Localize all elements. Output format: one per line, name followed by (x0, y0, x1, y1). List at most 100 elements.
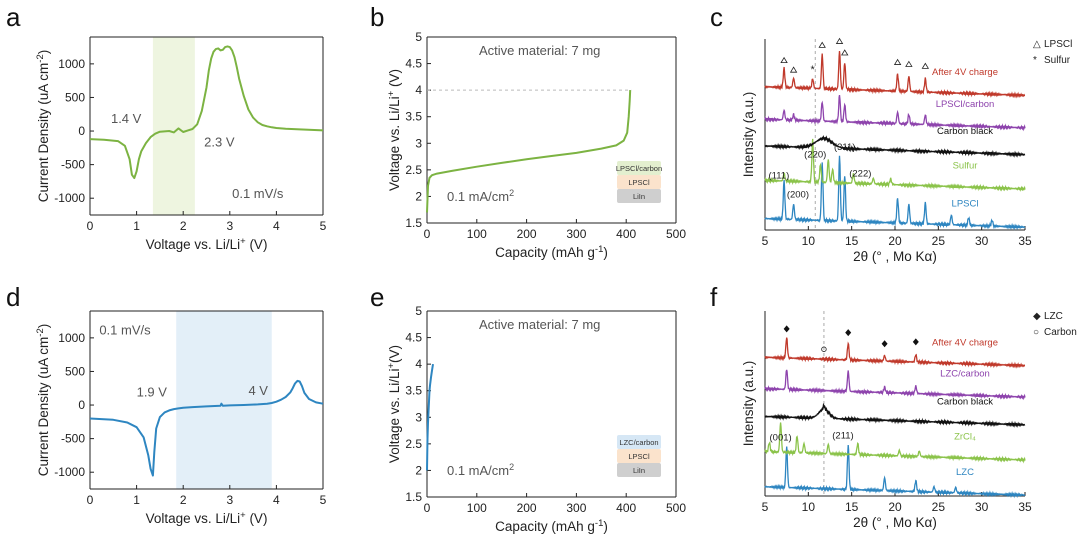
y-axis-label-sup: + (386, 363, 397, 369)
xrd-trace (764, 444, 1026, 499)
y-tick-label: 5 (415, 304, 422, 318)
y-axis-label-sup: -2 (35, 328, 46, 336)
cell-layer (617, 175, 661, 189)
y-tick-label: 500 (65, 364, 85, 378)
rate-label-main: 0.1 mA/cm (447, 463, 509, 478)
x-axis-label: Capacity (mAh g-1) (495, 244, 608, 260)
x-axis-label: 2θ (° , Mo Kα) (853, 249, 937, 264)
y-tick-label: 0 (78, 124, 85, 138)
y-tick-label: 1.5 (405, 490, 422, 504)
x-axis-label: Voltage vs. Li/Li+ (V) (146, 236, 268, 252)
panel-e: e 0 100 200 300 400 500 1.5 2 2.5 3 3.5 4 4.5 5 Capacit… (370, 282, 686, 534)
trace-label: LZC/carbon (940, 369, 990, 380)
x-tick-label: 0 (424, 227, 431, 241)
rate-label: 0.1 mA/cm2 (447, 462, 514, 478)
x-tick-label: 20 (888, 234, 902, 248)
y-tick-label: 3 (415, 410, 422, 424)
xrd-trace (764, 51, 1026, 99)
x-tick-label: 500 (666, 501, 686, 515)
lzc-marker (881, 340, 888, 348)
hkl-label: (211) (832, 431, 853, 442)
cell-layer-label: LiIn (633, 192, 645, 201)
x-axis-label-main: Voltage vs. Li/Li (146, 237, 241, 252)
x-axis-label-main: Capacity (mAh g (495, 245, 595, 260)
x-axis-label-sup: -1 (595, 244, 603, 255)
x-tick-label: 200 (517, 227, 537, 241)
shaded-region (176, 311, 272, 489)
y-tick-label: -1000 (54, 465, 85, 479)
rate-label-main: 0.1 mA/cm (447, 189, 509, 204)
x-tick-label: 5 (320, 493, 327, 507)
x-tick-label: 1 (133, 493, 140, 507)
y-tick-label: 4.5 (405, 331, 422, 345)
lzc-marker (845, 329, 852, 337)
trace-label: After 4V charge (932, 67, 998, 78)
legend-symbol: ◆ (1033, 311, 1041, 322)
x-tick-label: 4 (273, 219, 280, 233)
cell-layer (617, 161, 661, 175)
y-tick-label: 1000 (58, 57, 85, 71)
legend-label: LZC (1044, 311, 1063, 322)
sulfur-marker: * (811, 64, 816, 76)
trace-label: Sulfur (953, 160, 978, 171)
series-line (89, 45, 324, 180)
series-line (426, 90, 632, 213)
x-tick-label: 4 (273, 493, 280, 507)
xrd-trace (764, 155, 1026, 231)
legend-label: Sulfur (1044, 55, 1071, 66)
x-tick-label: 35 (1018, 500, 1032, 514)
y-axis-label: Current Density (uA cm-2) (35, 50, 51, 203)
xrd-trace (764, 94, 1026, 132)
lpscl-marker (841, 49, 849, 56)
panel-b: b 0 100 200 300 400 500 1.5 2 2.5 3 3.5 4 4.5 5 Capacit… (370, 2, 686, 260)
y-axis-label: Voltage vs. Li/Li+ (V) (386, 69, 402, 191)
annotation: 1.9 V (137, 384, 168, 399)
active-material-label: Active material: 7 mg (479, 317, 600, 332)
y-tick-label: 500 (65, 90, 85, 104)
rate-label-sup: 2 (509, 462, 514, 472)
annotation: 4 V (248, 383, 268, 398)
panel-label: b (370, 2, 384, 32)
hkl-label: (311) (834, 142, 855, 153)
y-tick-label: -500 (61, 432, 85, 446)
y-tick-label: 2.5 (405, 163, 422, 177)
x-tick-label: 25 (932, 234, 946, 248)
series-line (426, 363, 434, 471)
x-axis-label-post: (V) (246, 511, 268, 526)
annotation: 0.1 mV/s (99, 323, 151, 338)
trace-label: LPSCl/carbon (936, 99, 995, 110)
y-axis-label: Intensity (a.u.) (741, 92, 756, 178)
cell-layer (617, 435, 661, 449)
legend-symbol: * (1033, 55, 1037, 66)
xrd-trace (764, 337, 1026, 369)
y-tick-label: 2.5 (405, 437, 422, 451)
panel-label: f (710, 282, 718, 312)
y-tick-label: 1000 (58, 331, 85, 345)
hkl-label: (001) (770, 433, 792, 444)
x-tick-label: 5 (320, 219, 327, 233)
panel-label: a (6, 2, 21, 32)
rate-label-sup: 2 (509, 188, 514, 198)
panel-label: e (370, 282, 384, 312)
y-tick-label: 4 (415, 83, 422, 97)
x-tick-label: 200 (517, 501, 537, 515)
x-tick-label: 5 (762, 234, 769, 248)
y-tick-label: 1.5 (405, 216, 422, 230)
x-tick-label: 15 (845, 500, 859, 514)
y-tick-label: 2 (415, 189, 422, 203)
annotation: 0.1 mV/s (232, 186, 284, 201)
cell-layer (617, 463, 661, 477)
annotation: 1.4 V (111, 111, 142, 126)
y-tick-label: -1000 (54, 191, 85, 205)
active-material-label: Active material: 7 mg (479, 43, 600, 58)
y-axis-label-sup: -2 (35, 54, 46, 62)
panel-label: d (6, 282, 20, 312)
trace-label: ZrCl₄ (954, 432, 976, 443)
rate-label: 0.1 mA/cm2 (447, 188, 514, 204)
hkl-label: (220) (804, 149, 826, 160)
trace-label: After 4V charge (932, 337, 998, 348)
panel-a: a 0 1 2 3 4 5 -1000 -500 0 500 1000 Voltage vs. Li/L… (6, 2, 327, 252)
lpscl-marker (905, 60, 913, 67)
x-tick-label: 35 (1018, 234, 1032, 248)
